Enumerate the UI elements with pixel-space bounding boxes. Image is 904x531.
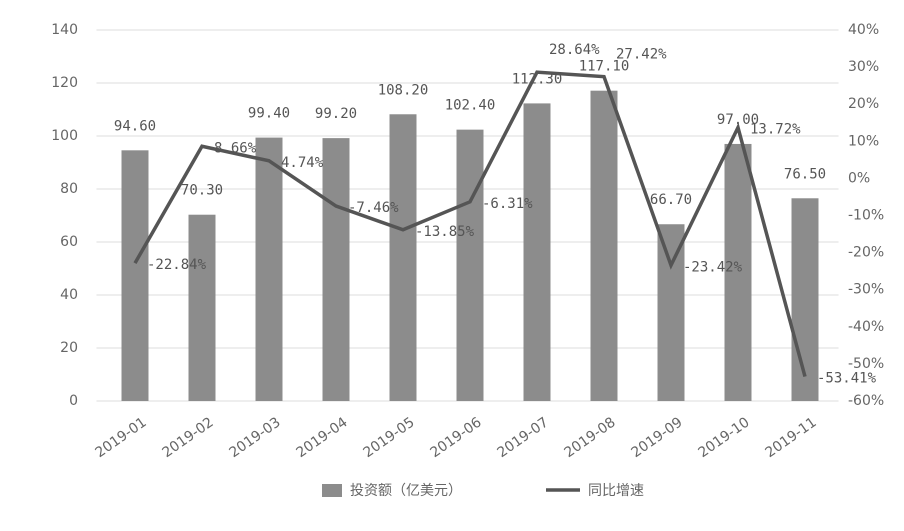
x-tick-label: 2019-01 (92, 414, 149, 461)
bar-value-label: 108.20 (378, 82, 429, 98)
bar (188, 214, 216, 401)
bar (791, 198, 819, 401)
x-tick-label: 2019-05 (360, 414, 417, 461)
y-tick-label: 80 (60, 181, 78, 197)
line-value-label: -7.46% (348, 200, 399, 216)
bar (121, 150, 149, 401)
y-tick-label: 60 (60, 234, 78, 250)
x-tick-label: 2019-02 (159, 414, 216, 461)
bar-value-label: 99.40 (248, 106, 290, 122)
bar (389, 114, 417, 402)
bar-value-label: 99.20 (315, 106, 357, 122)
y2-tick-label: 0% (848, 170, 870, 186)
bar-value-label: 102.40 (445, 98, 496, 114)
bar-value-label: 76.50 (784, 166, 826, 182)
y2-tick-label: -40% (848, 319, 884, 335)
legend-swatch (322, 484, 342, 497)
x-tick-label: 2019-04 (293, 414, 350, 461)
y-tick-label: 100 (51, 128, 78, 144)
y-tick-label: 0 (69, 393, 78, 409)
line-value-label: 28.64% (549, 42, 600, 58)
bar-value-label: 70.30 (181, 183, 223, 199)
y-tick-label: 140 (51, 22, 78, 38)
line-value-label: 13.72% (750, 121, 801, 137)
y2-tick-label: -10% (848, 208, 884, 224)
y2-tick-label: 20% (848, 96, 879, 112)
x-tick-label: 2019-07 (494, 414, 551, 461)
bar-value-label: 66.70 (650, 192, 692, 208)
bar (456, 129, 484, 401)
line-value-label: -23.42% (683, 259, 743, 275)
line-value-label: 27.42% (616, 47, 667, 63)
bar-value-label: 94.60 (114, 118, 156, 134)
y2-tick-label: -60% (848, 393, 884, 409)
line-value-label: 8.66% (214, 140, 257, 156)
bar (523, 103, 551, 401)
y-tick-label: 20 (60, 340, 78, 356)
x-tick-label: 2019-09 (628, 414, 685, 461)
bar (255, 137, 283, 401)
y2-tick-label: -50% (848, 356, 884, 372)
line-value-label: -6.31% (482, 196, 533, 212)
y-tick-label: 120 (51, 75, 78, 91)
y2-tick-label: -30% (848, 282, 884, 298)
x-tick-label: 2019-11 (762, 414, 819, 461)
legend-label: 同比增速 (588, 483, 644, 499)
x-tick-label: 2019-08 (561, 414, 618, 461)
line (133, 70, 807, 378)
bar-value-label: 112.30 (512, 71, 563, 87)
y2-tick-label: 30% (848, 59, 879, 75)
x-tick-label: 2019-10 (695, 414, 752, 461)
line-value-label: -53.41% (817, 371, 877, 387)
y2-tick-label: 10% (848, 133, 879, 149)
line-value-label: 4.74% (281, 155, 324, 171)
legend-label: 投资额（亿美元） (350, 483, 462, 499)
line-value-label: -22.84% (147, 257, 207, 273)
bar (724, 143, 752, 401)
x-tick-label: 2019-06 (427, 414, 484, 461)
y-tick-label: 40 (60, 287, 78, 303)
bar-value-label: 97.00 (717, 112, 759, 128)
bar (657, 224, 685, 401)
bar (590, 90, 618, 401)
line-value-label: -13.85% (415, 224, 475, 240)
bar-value-label: 117.10 (579, 59, 630, 75)
bar (322, 138, 350, 401)
y2-tick-label: -20% (848, 245, 884, 261)
y2-tick-label: 40% (848, 22, 879, 38)
x-tick-label: 2019-03 (226, 414, 283, 461)
